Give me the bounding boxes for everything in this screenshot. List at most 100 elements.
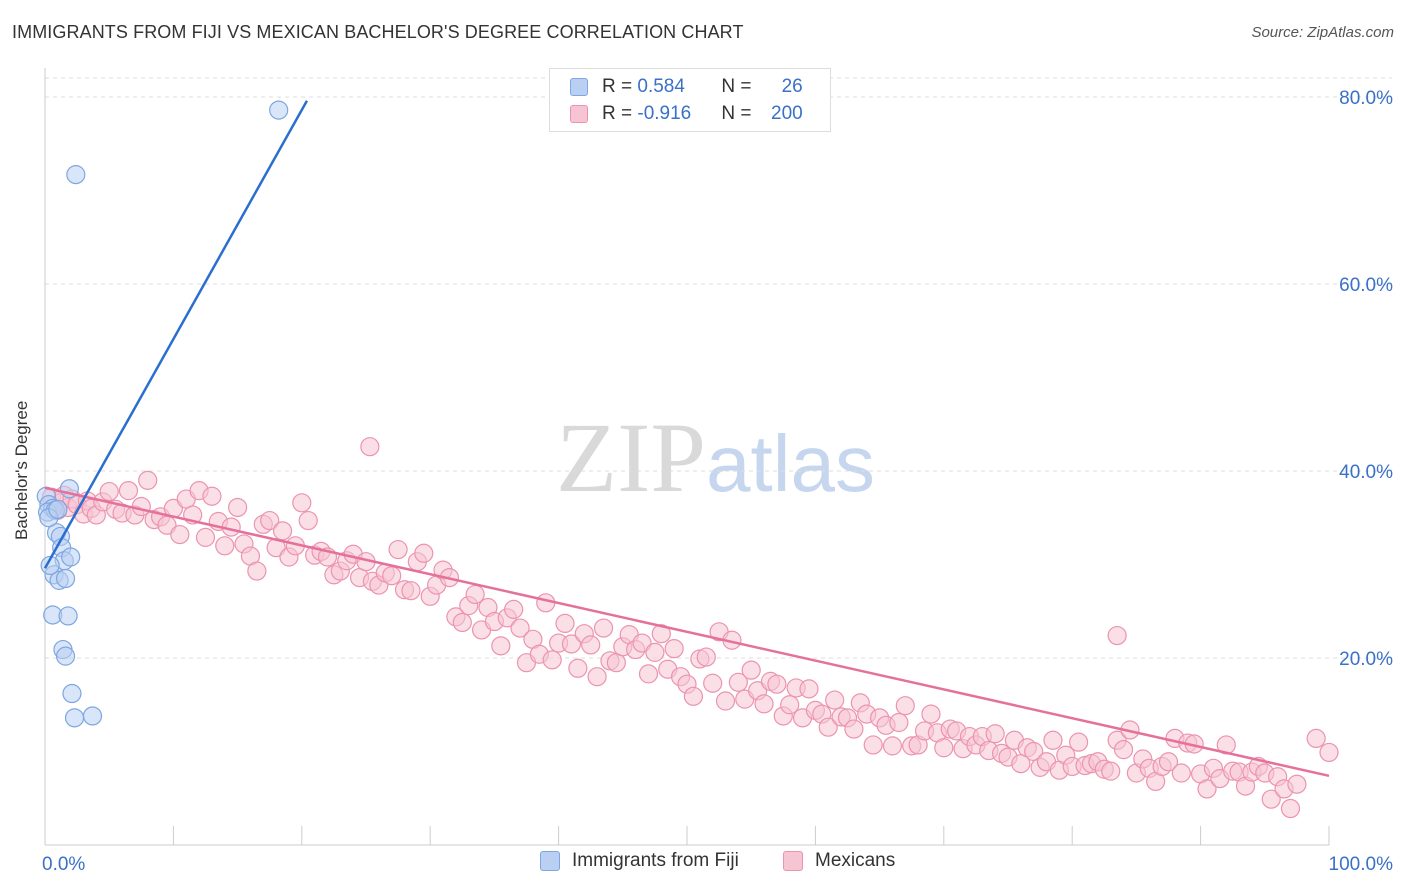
point-fiji-1	[66, 165, 86, 185]
source-label: Source: ZipAtlas.com	[1251, 24, 1394, 41]
point-mex-142	[934, 738, 954, 758]
point-mex-30	[215, 536, 235, 556]
point-mex-39	[272, 521, 293, 541]
point-mex-84	[561, 634, 582, 654]
point-mex-159	[1043, 730, 1063, 750]
legend-r-label-fiji: R =	[602, 76, 638, 97]
legend-row-fiji: R = 0.584 N = 26	[570, 75, 803, 99]
point-fiji-15	[61, 547, 81, 567]
correlation-legend: R = 0.584 N = 26 R = -0.916 N = 200	[549, 68, 831, 132]
legend-swatch-fiji	[570, 78, 588, 96]
point-mex-199	[1319, 742, 1339, 763]
y-tick-label-2: 60.0%	[1339, 275, 1393, 296]
point-fiji-22	[64, 708, 85, 728]
point-mex-134	[882, 736, 903, 756]
point-mex-112	[741, 660, 761, 680]
point-mex-196	[1280, 798, 1301, 819]
point-mex-135	[889, 712, 909, 733]
point-mex-28	[202, 486, 222, 506]
legend-r-value-mex: -0.916	[637, 103, 692, 124]
point-mex-200	[360, 437, 380, 457]
point-mex-12	[99, 481, 119, 502]
point-mex-81	[542, 650, 562, 670]
point-mex-85	[568, 658, 588, 678]
legend-label-mex: Mexicans	[815, 850, 896, 871]
point-mex-18	[138, 470, 158, 490]
y-tick-label-0: 20.0%	[1339, 649, 1393, 670]
point-mex-37	[260, 510, 280, 531]
watermark: ZIPatlas	[556, 400, 875, 515]
x-tick-label-0: 0.0%	[42, 854, 85, 875]
point-mex-67	[452, 612, 472, 633]
point-mex-95	[632, 633, 652, 653]
point-mex-150	[985, 724, 1005, 744]
point-mex-108	[715, 691, 736, 711]
legend-n-label-fiji: N =	[721, 76, 757, 97]
point-mex-177	[1158, 752, 1179, 772]
trendline-mex	[44, 486, 1330, 778]
point-mex-121	[799, 679, 819, 699]
point-fiji-18	[58, 606, 78, 626]
point-mex-128	[844, 719, 864, 739]
point-fiji-14	[55, 568, 76, 589]
point-fiji-0	[269, 100, 289, 120]
legend-r-value-fiji: 0.584	[637, 76, 685, 97]
point-mex-73	[491, 636, 511, 656]
point-fiji-20	[55, 646, 76, 666]
point-fiji-23	[82, 706, 103, 726]
legend-label-fiji: Immigrants from Fiji	[572, 850, 739, 871]
point-mex-103	[683, 686, 704, 706]
point-mex-59	[401, 581, 421, 601]
point-mex-88	[587, 667, 607, 687]
point-mex-87	[581, 635, 601, 655]
point-mex-168	[1101, 761, 1121, 781]
legend-r-label-mex: R =	[602, 103, 638, 124]
legend-item-fiji[interactable]: Immigrants from Fiji	[540, 850, 739, 872]
legend-n-value-fiji: 26	[781, 76, 803, 97]
legend-row-mex: R = -0.916 N = 200	[570, 102, 803, 126]
watermark-atlas: atlas	[706, 419, 875, 508]
point-mex-124	[818, 717, 838, 737]
point-mex-110	[728, 672, 748, 692]
point-mex-197	[1287, 774, 1307, 794]
y-axis-label: Bachelor's Degree	[12, 400, 31, 540]
point-mex-98	[651, 624, 671, 644]
x-tick-label-1: 100.0%	[1329, 854, 1394, 875]
legend-swatch-bottom-fiji	[540, 851, 560, 871]
y-tick-label-3: 80.0%	[1339, 88, 1393, 109]
point-mex-97	[645, 642, 665, 662]
legend-swatch-bottom-mex	[783, 851, 803, 871]
point-mex-105	[696, 647, 716, 667]
point-mex-125	[825, 690, 845, 710]
point-mex-42	[292, 493, 312, 513]
point-mex-136	[895, 696, 915, 716]
point-mex-76	[510, 618, 530, 638]
point-mex-27	[195, 527, 216, 547]
point-mex-118	[780, 695, 800, 715]
watermark-zip: ZIP	[556, 402, 706, 513]
trendline-fiji	[43, 100, 309, 569]
point-mex-15	[118, 481, 139, 501]
legend-item-mex[interactable]: Mexicans	[783, 850, 895, 872]
point-mex-75	[504, 599, 524, 619]
point-fiji-25	[48, 499, 68, 519]
point-mex-179	[1171, 763, 1191, 783]
point-mex-89	[593, 618, 614, 638]
point-mex-106	[703, 673, 723, 693]
point-mex-163	[1069, 732, 1089, 752]
point-mex-193	[1261, 789, 1281, 809]
point-mex-23	[170, 524, 190, 545]
point-mex-56	[382, 566, 402, 586]
point-mex-183	[1197, 779, 1217, 799]
legend-n-label-mex: N =	[721, 103, 757, 124]
point-mex-170	[1113, 740, 1134, 760]
point-mex-131	[863, 735, 883, 755]
point-mex-43	[298, 510, 318, 531]
point-mex-116	[767, 674, 787, 694]
point-mex-140	[921, 704, 941, 724]
legend-swatch-mex	[570, 105, 588, 123]
y-tick-label-1: 40.0%	[1339, 462, 1393, 483]
point-mex-96	[638, 664, 659, 684]
legend-n-value-mex: 200	[771, 103, 803, 124]
